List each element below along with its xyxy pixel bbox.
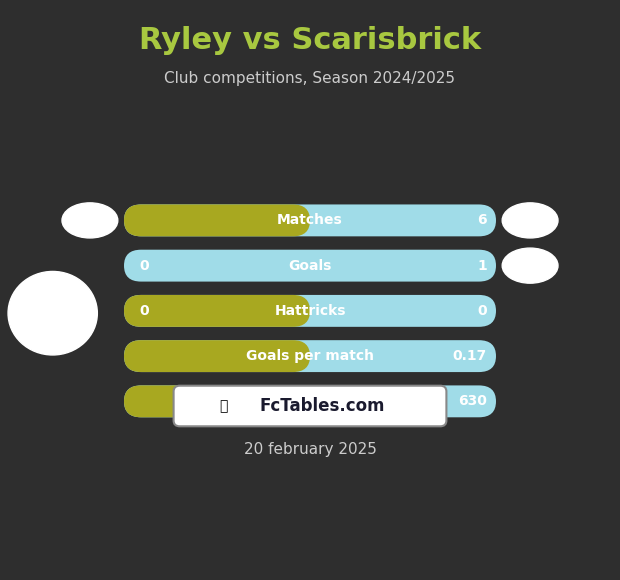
Text: Matches: Matches [277,213,343,227]
Text: 630: 630 [458,394,487,408]
Text: FcTables.com: FcTables.com [260,397,385,415]
Ellipse shape [502,203,558,238]
Text: 0: 0 [140,259,149,273]
Circle shape [8,271,97,355]
Text: Club competitions, Season 2024/2025: Club competitions, Season 2024/2025 [164,71,456,86]
Text: Min per goal: Min per goal [261,394,359,408]
FancyBboxPatch shape [124,340,310,372]
Text: Ryley vs Scarisbrick: Ryley vs Scarisbrick [139,26,481,55]
FancyBboxPatch shape [124,386,496,418]
Text: 1: 1 [477,259,487,273]
FancyBboxPatch shape [124,204,496,237]
Text: Hattricks: Hattricks [274,304,346,318]
Text: 0.17: 0.17 [453,349,487,363]
FancyBboxPatch shape [124,295,310,327]
Ellipse shape [62,203,118,238]
FancyBboxPatch shape [124,340,496,372]
Text: Goals: Goals [288,259,332,273]
Text: Goals per match: Goals per match [246,349,374,363]
FancyBboxPatch shape [174,386,446,426]
Text: 0: 0 [140,304,149,318]
FancyBboxPatch shape [124,386,310,418]
Text: 6: 6 [477,213,487,227]
FancyBboxPatch shape [124,295,496,327]
Ellipse shape [502,248,558,283]
Text: 0: 0 [477,304,487,318]
FancyBboxPatch shape [124,204,310,237]
FancyBboxPatch shape [124,249,496,281]
Text: 20 february 2025: 20 february 2025 [244,442,376,457]
Text: 📊: 📊 [219,399,228,413]
